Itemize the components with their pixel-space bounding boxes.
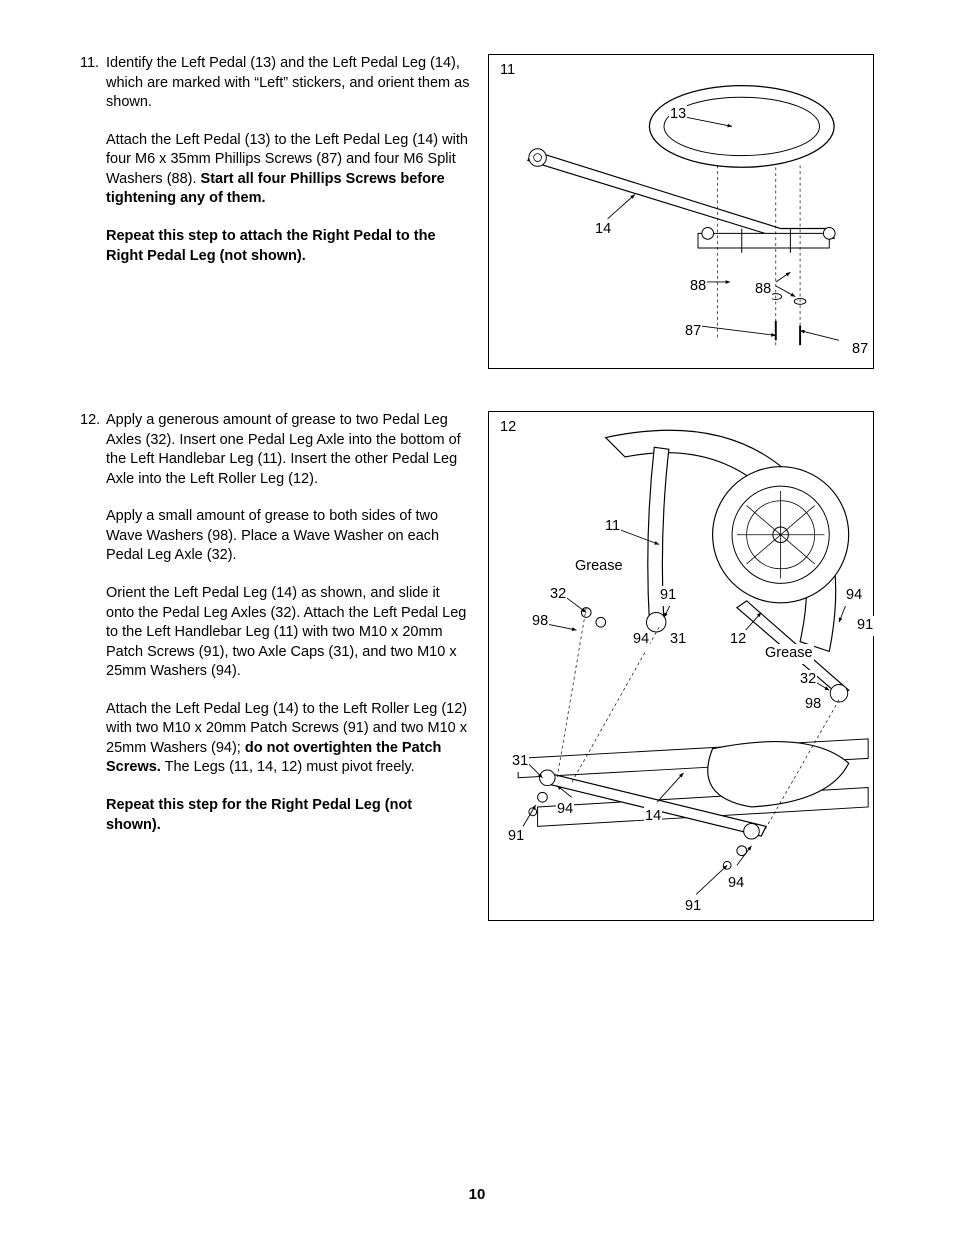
- text: The Legs (11, 14, 12) must pivot freely.: [161, 759, 415, 775]
- figure-box-label: 11: [499, 61, 516, 81]
- leader-arrowhead: [771, 333, 776, 337]
- callout-label: Grease: [764, 644, 814, 664]
- step-12: 12. Apply a generous amount of grease to…: [80, 411, 470, 835]
- step-12-body: Apply a generous amount of grease to two…: [106, 411, 470, 835]
- callout-label: 91: [507, 827, 525, 847]
- callout-label: 31: [669, 630, 687, 650]
- callout-label: 32: [799, 670, 817, 690]
- callout-label: 91: [856, 616, 874, 636]
- leader-arrowhead: [727, 124, 732, 128]
- callout-label: 98: [531, 612, 549, 632]
- step-11-row: 11. Identify the Left Pedal (13) and the…: [80, 54, 874, 369]
- leader-line: [608, 194, 635, 218]
- callout-label: 87: [851, 340, 869, 360]
- text: Apply a generous amount of grease to two…: [106, 412, 461, 487]
- paragraph: Apply a generous amount of grease to two…: [106, 411, 470, 489]
- leader-arrowhead: [786, 272, 791, 276]
- leader-line: [698, 326, 776, 336]
- callout-label: 13: [669, 105, 687, 125]
- callout-label: 94: [632, 630, 650, 650]
- paragraph: Apply a small amount of grease to both s…: [106, 507, 470, 566]
- text: Identify the Left Pedal (13) and the Lef…: [106, 55, 469, 110]
- figure-11-leaders: [489, 55, 873, 368]
- text: Orient the Left Pedal Leg (14) as shown,…: [106, 585, 466, 679]
- paragraph: Orient the Left Pedal Leg (14) as shown,…: [106, 584, 470, 682]
- callout-label: Grease: [574, 557, 624, 577]
- figure-11: 11 13 14 88 88 87 87: [488, 54, 874, 369]
- leader-arrowhead: [572, 627, 577, 631]
- step-number: 12.: [80, 411, 106, 835]
- callout-label: 32: [549, 585, 567, 605]
- leader-line: [683, 117, 732, 127]
- callout-label: 94: [556, 800, 574, 820]
- callout-label: 88: [689, 277, 707, 297]
- leader-arrowhead: [654, 541, 659, 545]
- step-11-body: Identify the Left Pedal (13) and the Lef…: [106, 54, 470, 266]
- callout-label: 14: [594, 220, 612, 240]
- leader-arrowhead: [839, 617, 843, 622]
- figure-12-leaders: [489, 412, 873, 920]
- bold-text: Repeat this step to attach the Right Ped…: [106, 228, 436, 264]
- step-12-row: 12. Apply a generous amount of grease to…: [80, 411, 874, 921]
- callout-label: 91: [684, 897, 702, 917]
- callout-label: 91: [659, 586, 677, 606]
- figure-box-label: 12: [499, 418, 517, 438]
- callout-label: 98: [804, 695, 822, 715]
- leader-arrowhead: [581, 608, 586, 612]
- callout-label: 94: [845, 586, 863, 606]
- page-number: 10: [0, 1185, 954, 1205]
- step-11: 11. Identify the Left Pedal (13) and the…: [80, 54, 470, 266]
- callout-label: 12: [729, 630, 747, 650]
- paragraph: Identify the Left Pedal (13) and the Lef…: [106, 54, 470, 113]
- text: Apply a small amount of grease to both s…: [106, 508, 439, 563]
- leader-arrowhead: [747, 846, 751, 851]
- figure-12: 12 11Grease3291949891943112Grease3298319…: [488, 411, 874, 921]
- paragraph: Repeat this step to attach the Right Ped…: [106, 227, 470, 266]
- leader-line: [620, 530, 659, 545]
- paragraph: Repeat this step for the Right Pedal Leg…: [106, 796, 470, 835]
- leader-line: [657, 773, 683, 802]
- leader-line: [696, 865, 727, 894]
- step-number: 11.: [80, 54, 106, 266]
- callout-label: 11: [604, 517, 621, 537]
- leader-arrowhead: [726, 280, 730, 284]
- callout-label: 14: [644, 807, 662, 827]
- bold-text: Repeat this step for the Right Pedal Leg…: [106, 797, 412, 833]
- paragraph: Attach the Left Pedal Leg (14) to the Le…: [106, 700, 470, 778]
- callout-label: 31: [511, 752, 529, 772]
- paragraph: Attach the Left Pedal (13) to the Left P…: [106, 131, 470, 209]
- leader-line: [800, 331, 839, 341]
- callout-label: 94: [727, 874, 745, 894]
- callout-label: 87: [684, 322, 702, 342]
- callout-label: 88: [754, 280, 772, 300]
